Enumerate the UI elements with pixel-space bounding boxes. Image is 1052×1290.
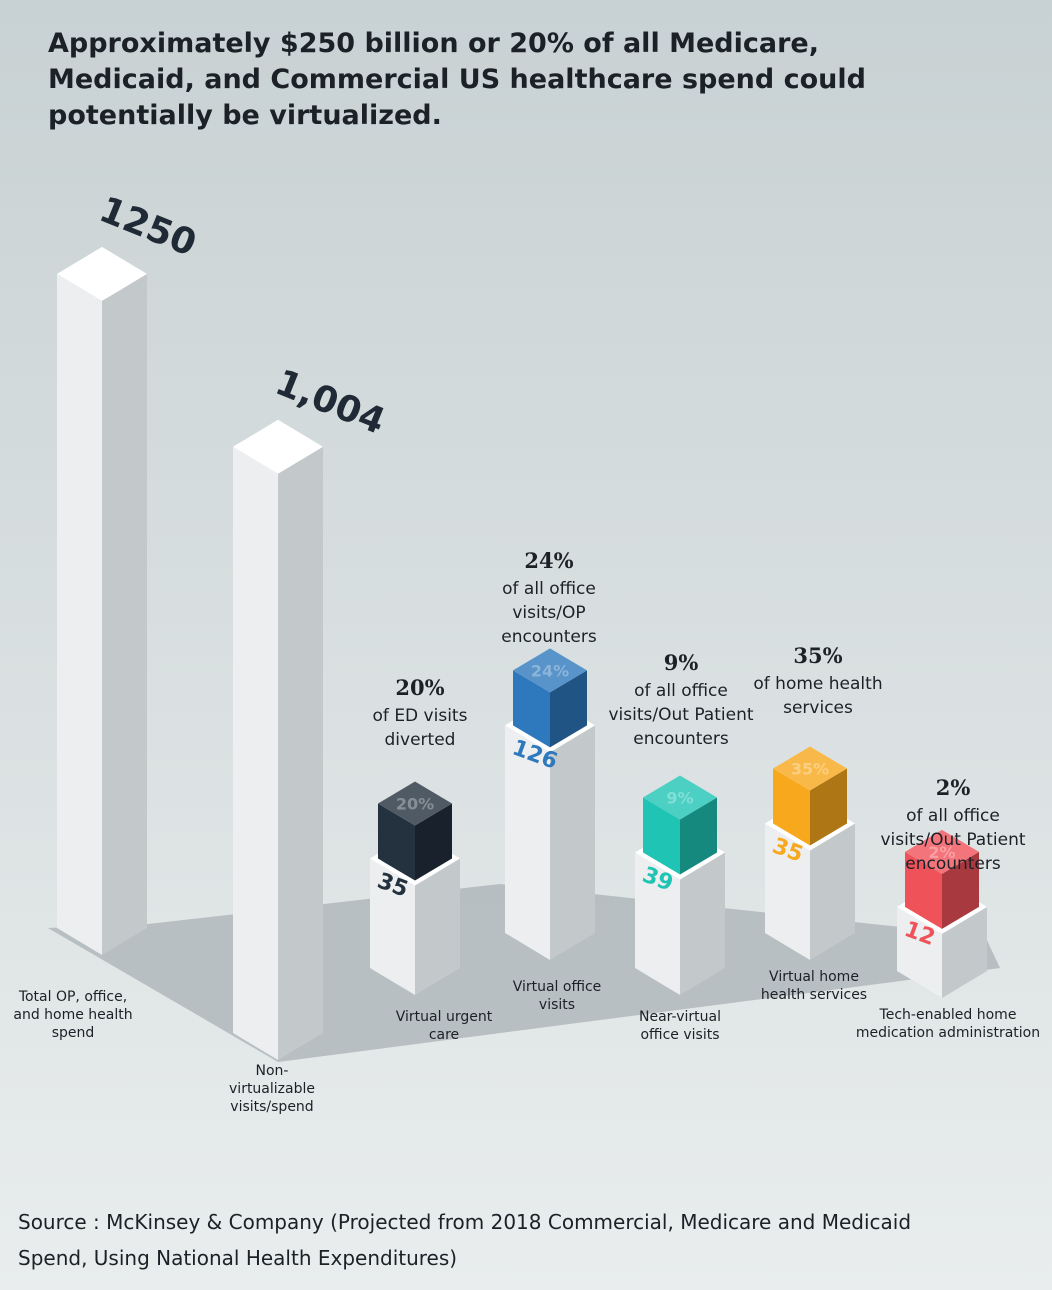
annotation: 9% of all office visits/Out Patient encou… (601, 650, 761, 751)
bar (233, 419, 323, 1060)
cube-right-face (550, 670, 587, 748)
cube-right-face (810, 768, 847, 846)
share-cube (378, 781, 452, 881)
bar-left-face (505, 725, 550, 960)
bar-top-face (233, 419, 323, 474)
bar-right-face (102, 273, 147, 955)
bar-left-face (765, 823, 810, 960)
cube-top-face (905, 829, 979, 874)
annotation-note: of all office visits/Out Patient encount… (608, 681, 754, 749)
cube-label: 2% (928, 843, 955, 862)
category-label: Virtual urgent care (395, 1009, 493, 1043)
bar-right-face (942, 906, 987, 998)
cube-left-face (643, 797, 680, 875)
share-cube (773, 746, 847, 846)
bar-right-face (550, 725, 595, 960)
bar (57, 246, 147, 955)
bar-top-face (57, 246, 147, 301)
bar-left-face (897, 906, 942, 998)
cube-top-face (513, 648, 587, 693)
cube-label: 20% (396, 795, 434, 814)
annotation: 35% of home health services (738, 643, 898, 720)
share-cube (513, 648, 587, 748)
chart-title: Approximately $250 billion or 20% of all… (48, 28, 866, 131)
bar-right-face (810, 823, 855, 960)
category-label: Near-virtual office visits (639, 1009, 721, 1043)
bar (505, 698, 595, 960)
cube-left-face (513, 670, 550, 748)
bar-left-face (635, 852, 680, 995)
share-cube (643, 775, 717, 875)
cube-left-face (773, 768, 810, 846)
bar-right-face (278, 446, 323, 1060)
cube-label: 24% (531, 661, 569, 680)
annotation-percent: 9% (663, 650, 699, 675)
annotation: 2% of all office visits/Out Patient encou… (873, 775, 1033, 876)
cube-right-face (680, 797, 717, 875)
annotation-percent: 2% (935, 775, 971, 800)
category-label: Total OP, office, and home health spend (13, 989, 133, 1041)
cube-right-face (415, 803, 452, 881)
source: Source : McKinsey & Company (Projected f… (18, 1210, 912, 1270)
cube-top-face (378, 781, 452, 826)
annotation-note: of home health services (753, 674, 883, 718)
annotation-note: of all office visits/Out Patient encount… (880, 806, 1026, 874)
bar-right-face (680, 852, 725, 995)
cube-label: 9% (666, 788, 693, 807)
annotation: 24% of all office visits/OP encounters (469, 548, 629, 649)
category-label: Virtual office visits (512, 979, 602, 1013)
annotation-note: of ED visits diverted (372, 706, 468, 750)
cube-left-face (378, 803, 415, 881)
bar-left-face (370, 858, 415, 995)
annotation-percent: 35% (793, 643, 843, 668)
bar-left-face (233, 446, 278, 1060)
category-label: Virtual home health services (760, 969, 868, 1003)
bar-left-face (57, 273, 102, 955)
cube-top-face (773, 746, 847, 791)
cube-top-face (643, 775, 717, 820)
bar-right-face (415, 858, 460, 995)
cube-right-face (942, 851, 979, 929)
category-label: Tech-enabled home medication administrat… (855, 1007, 1041, 1041)
annotation-percent: 20% (395, 675, 445, 700)
category-label: Non-virtualizable visits/spend (229, 1063, 315, 1115)
annotation: 20% of ED visits diverted (340, 675, 500, 752)
share-cube (905, 829, 979, 929)
annotation-percent: 24% (524, 548, 574, 573)
cube-left-face (905, 851, 942, 929)
annotation-note: of all office visits/OP encounters (501, 579, 597, 647)
cube-label: 35% (791, 760, 829, 779)
